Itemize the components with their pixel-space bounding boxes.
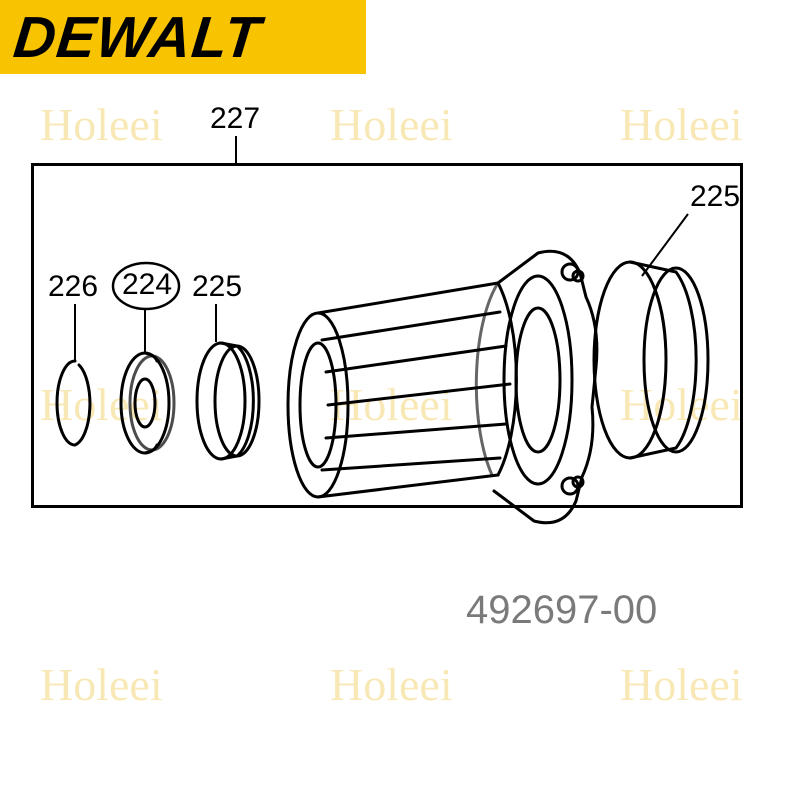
part-number: 492697-00 <box>466 588 657 633</box>
exploded-parts <box>0 0 800 800</box>
